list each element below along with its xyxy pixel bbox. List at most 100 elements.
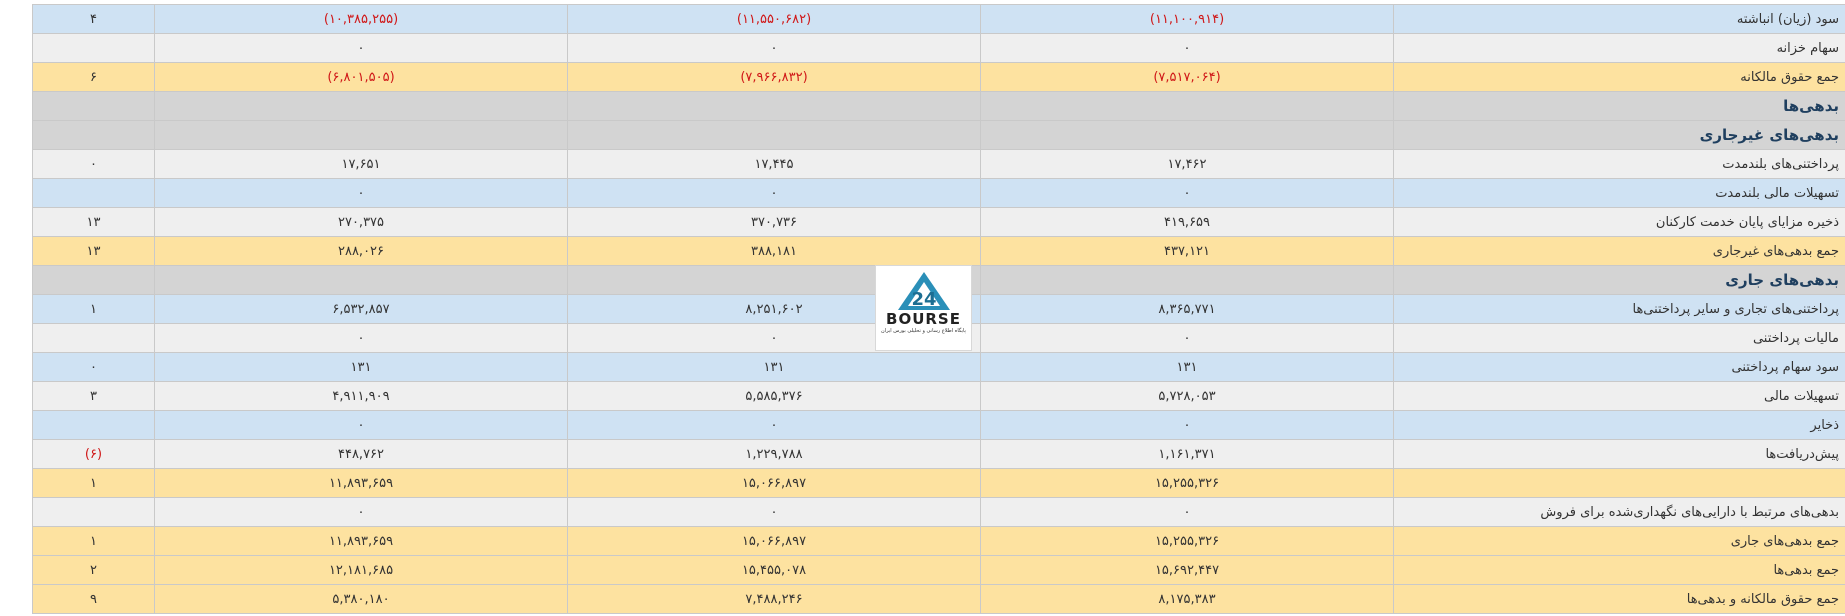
change-cell: ۴ bbox=[32, 4, 155, 34]
row-label: سود (زیان) انباشته bbox=[1393, 4, 1845, 34]
change-cell: ۱ bbox=[32, 294, 155, 324]
total-row: جمع بدهی‌ها ۱۵,۶۹۲,۴۴۷ ۱۵,۴۵۵,۰۷۸ ۱۲,۱۸۱,۶۸… bbox=[32, 555, 1845, 585]
value-cell-2 bbox=[567, 120, 981, 150]
row-label: سهام خزانه bbox=[1393, 33, 1845, 63]
table-row: تسهیلات مالی ۵,۷۲۸,۰۵۳ ۵,۵۸۵,۳۷۶ ۴,۹۱۱,۹۰۹ ۳ bbox=[32, 381, 1845, 411]
change-cell: ۱۳ bbox=[32, 236, 155, 266]
change-cell: (۶) bbox=[32, 439, 155, 469]
value-cell-1: ۰ bbox=[980, 497, 1394, 527]
value-cell-2: ۱۵,۴۵۵,۰۷۸ bbox=[567, 555, 981, 585]
balance-sheet-rows: سود (زیان) انباشته (۱۱,۱۰۰,۹۱۴) (۱۱,۵۵۰,۶۸… bbox=[32, 4, 1845, 614]
row-label: جمع حقوق مالکانه bbox=[1393, 62, 1845, 92]
value-cell-3: ۰ bbox=[154, 33, 568, 63]
value-cell-3: ۶,۵۳۲,۸۵۷ bbox=[154, 294, 568, 324]
value-cell-3 bbox=[154, 91, 568, 121]
row-label: بدهی‌های مرتبط با دارایی‌های نگهداری‌شده… bbox=[1393, 497, 1845, 527]
value-cell-1: ۱۳۱ bbox=[980, 352, 1394, 382]
section-header-row: بدهی‌های غیرجاری bbox=[32, 120, 1845, 150]
row-label: پیش‌دریافت‌ها bbox=[1393, 439, 1845, 469]
value-cell-1: ۸,۱۷۵,۳۸۳ bbox=[980, 584, 1394, 614]
row-label: بدهی‌ها bbox=[1393, 91, 1845, 121]
value-cell-2: (۷,۹۶۶,۸۳۲) bbox=[567, 62, 981, 92]
logo-wordmark: BOURSE bbox=[886, 310, 961, 328]
row-label bbox=[1393, 468, 1845, 498]
value-cell-2: (۱۱,۵۵۰,۶۸۲) bbox=[567, 4, 981, 34]
table-row: ذخیره مزایای پایان خدمت کارکنان ۴۱۹,۶۵۹ ۳۷… bbox=[32, 207, 1845, 237]
value-cell-3: (۶,۸۰۱,۵۰۵) bbox=[154, 62, 568, 92]
row-label: جمع حقوق مالکانه و بدهی‌ها bbox=[1393, 584, 1845, 614]
value-cell-3: ۲۸۸,۰۲۶ bbox=[154, 236, 568, 266]
table-row: سود سهام پرداختنی ۱۳۱ ۱۳۱ ۱۳۱ ۰ bbox=[32, 352, 1845, 382]
value-cell-1 bbox=[980, 265, 1394, 295]
balance-sheet-table-container: سود (زیان) انباشته (۱۱,۱۰۰,۹۱۴) (۱۱,۵۵۰,۶۸… bbox=[32, 4, 1845, 614]
row-label: مالیات پرداختنی bbox=[1393, 323, 1845, 353]
value-cell-1: ۱۷,۴۶۲ bbox=[980, 149, 1394, 179]
value-cell-1: (۱۱,۱۰۰,۹۱۴) bbox=[980, 4, 1394, 34]
table-row: ذخایر ۰ ۰ ۰ bbox=[32, 410, 1845, 440]
change-cell bbox=[32, 410, 155, 440]
change-cell: ۱ bbox=[32, 526, 155, 556]
value-cell-1: ۰ bbox=[980, 410, 1394, 440]
change-cell: ۳ bbox=[32, 381, 155, 411]
value-cell-2: ۱,۲۲۹,۷۸۸ bbox=[567, 439, 981, 469]
change-cell bbox=[32, 91, 155, 121]
value-cell-2: ۰ bbox=[567, 178, 981, 208]
change-cell: ۰ bbox=[32, 149, 155, 179]
total-row: جمع حقوق مالکانه (۷,۵۱۷,۰۶۴) (۷,۹۶۶,۸۳۲) (۶… bbox=[32, 62, 1845, 92]
value-cell-1 bbox=[980, 91, 1394, 121]
value-cell-1: ۱۵,۲۵۵,۳۲۶ bbox=[980, 526, 1394, 556]
bourse24-triangle-icon: 24 bbox=[897, 272, 950, 310]
change-cell: ۱۳ bbox=[32, 207, 155, 237]
value-cell-1 bbox=[980, 120, 1394, 150]
value-cell-3 bbox=[154, 265, 568, 295]
value-cell-3: ۰ bbox=[154, 410, 568, 440]
value-cell-2: ۱۵,۰۶۶,۸۹۷ bbox=[567, 468, 981, 498]
row-label: پرداختنی‌های تجاری و سایر پرداختنی‌ها bbox=[1393, 294, 1845, 324]
value-cell-2: ۵,۵۸۵,۳۷۶ bbox=[567, 381, 981, 411]
value-cell-3: (۱۰,۳۸۵,۲۵۵) bbox=[154, 4, 568, 34]
value-cell-1: ۸,۳۶۵,۷۷۱ bbox=[980, 294, 1394, 324]
value-cell-3: ۰ bbox=[154, 178, 568, 208]
change-cell bbox=[32, 120, 155, 150]
table-row: سود (زیان) انباشته (۱۱,۱۰۰,۹۱۴) (۱۱,۵۵۰,۶۸… bbox=[32, 4, 1845, 34]
table-row: پرداختنی‌های بلندمدت ۱۷,۴۶۲ ۱۷,۴۴۵ ۱۷,۶۵۱ ۰ bbox=[32, 149, 1845, 179]
change-cell: ۰ bbox=[32, 352, 155, 382]
value-cell-1: ۰ bbox=[980, 323, 1394, 353]
row-label: تسهیلات مالی bbox=[1393, 381, 1845, 411]
value-cell-2: ۰ bbox=[567, 410, 981, 440]
change-cell: ۱ bbox=[32, 468, 155, 498]
value-cell-3: ۰ bbox=[154, 497, 568, 527]
value-cell-3: ۰ bbox=[154, 323, 568, 353]
value-cell-1: ۴۱۹,۶۵۹ bbox=[980, 207, 1394, 237]
value-cell-2: ۷,۴۸۸,۲۴۶ bbox=[567, 584, 981, 614]
value-cell-3: ۱۳۱ bbox=[154, 352, 568, 382]
table-row: تسهیلات مالی بلندمدت ۰ ۰ ۰ bbox=[32, 178, 1845, 208]
value-cell-3: ۴۴۸,۷۶۲ bbox=[154, 439, 568, 469]
value-cell-2: ۳۸۸,۱۸۱ bbox=[567, 236, 981, 266]
row-label: سود سهام پرداختنی bbox=[1393, 352, 1845, 382]
table-row: سهام خزانه ۰ ۰ ۰ bbox=[32, 33, 1845, 63]
change-cell bbox=[32, 323, 155, 353]
row-label: بدهی‌های غیرجاری bbox=[1393, 120, 1845, 150]
value-cell-2: ۰ bbox=[567, 497, 981, 527]
svg-text:24: 24 bbox=[911, 289, 936, 310]
row-label: بدهی‌های جاری bbox=[1393, 265, 1845, 295]
value-cell-2: ۳۷۰,۷۳۶ bbox=[567, 207, 981, 237]
value-cell-3: ۱۷,۶۵۱ bbox=[154, 149, 568, 179]
logo-subtitle: پایگاه اطلاع رسانی و تحلیلی بورس ایران bbox=[881, 328, 966, 334]
row-label: تسهیلات مالی بلندمدت bbox=[1393, 178, 1845, 208]
value-cell-1: ۰ bbox=[980, 178, 1394, 208]
value-cell-1: ۴۳۷,۱۲۱ bbox=[980, 236, 1394, 266]
value-cell-1: (۷,۵۱۷,۰۶۴) bbox=[980, 62, 1394, 92]
value-cell-3: ۴,۹۱۱,۹۰۹ bbox=[154, 381, 568, 411]
row-label: جمع بدهی‌ها bbox=[1393, 555, 1845, 585]
value-cell-3: ۲۷۰,۳۷۵ bbox=[154, 207, 568, 237]
bourse24-logo: 24 BOURSE پایگاه اطلاع رسانی و تحلیلی بو… bbox=[875, 265, 972, 351]
value-cell-2: ۱۵,۰۶۶,۸۹۷ bbox=[567, 526, 981, 556]
value-cell-1: ۱۵,۲۵۵,۳۲۶ bbox=[980, 468, 1394, 498]
value-cell-3 bbox=[154, 120, 568, 150]
value-cell-2 bbox=[567, 91, 981, 121]
value-cell-1: ۵,۷۲۸,۰۵۳ bbox=[980, 381, 1394, 411]
value-cell-2: ۰ bbox=[567, 33, 981, 63]
row-label: جمع بدهی‌های غیرجاری bbox=[1393, 236, 1845, 266]
